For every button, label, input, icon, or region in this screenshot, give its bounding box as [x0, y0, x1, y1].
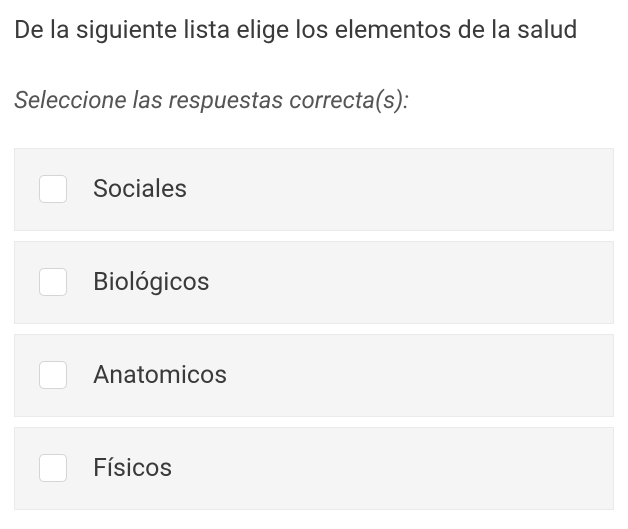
- instruction-text: Seleccione las respuestas correcta(s):: [14, 86, 614, 114]
- option-item-fisicos[interactable]: Físicos: [14, 427, 614, 510]
- checkbox-icon[interactable]: [39, 361, 67, 389]
- option-item-biologicos[interactable]: Biológicos: [14, 241, 614, 324]
- checkbox-icon[interactable]: [39, 268, 67, 296]
- checkbox-icon[interactable]: [39, 454, 67, 482]
- checkbox-icon[interactable]: [39, 175, 67, 203]
- options-list: Sociales Biológicos Anatomicos Físicos: [14, 148, 614, 510]
- option-item-anatomicos[interactable]: Anatomicos: [14, 334, 614, 417]
- option-label: Físicos: [93, 454, 172, 483]
- option-label: Biológicos: [93, 268, 210, 297]
- option-label: Anatomicos: [93, 361, 227, 390]
- option-item-sociales[interactable]: Sociales: [14, 148, 614, 231]
- question-text: De la siguiente lista elige los elemento…: [14, 14, 614, 48]
- option-label: Sociales: [93, 175, 187, 204]
